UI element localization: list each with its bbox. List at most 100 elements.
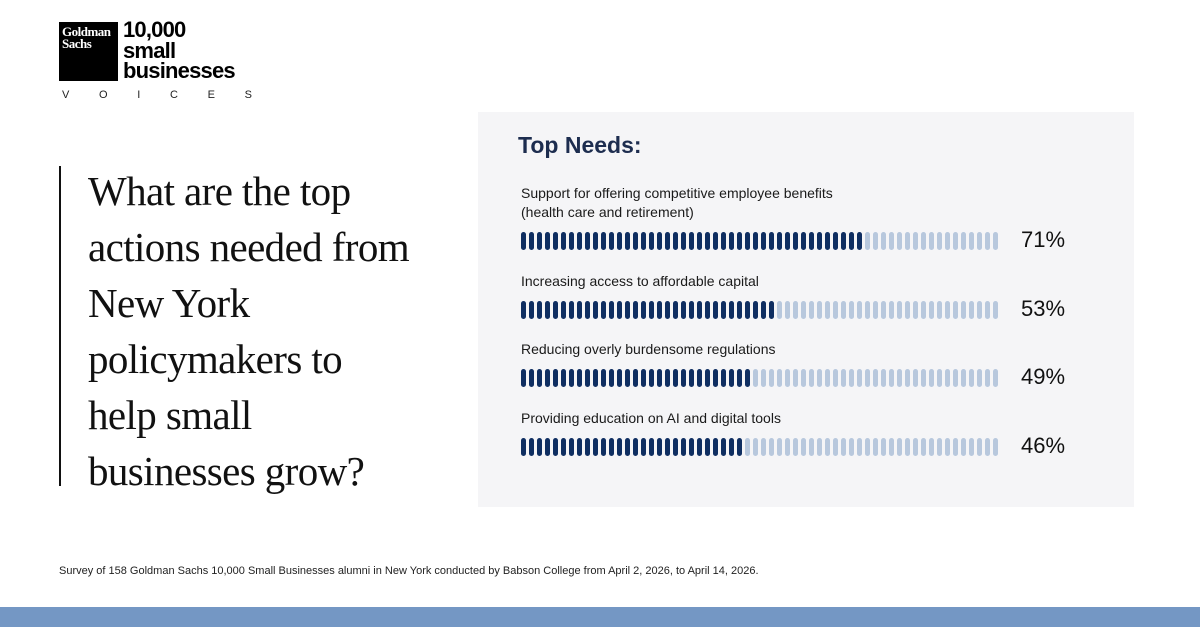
bar-segment-empty <box>841 369 846 387</box>
bar-segment-empty <box>953 438 958 456</box>
bar-segment-filled <box>817 232 822 250</box>
bar-segment-empty <box>793 369 798 387</box>
bar-segment-empty <box>921 369 926 387</box>
bar-segment-filled <box>625 369 630 387</box>
bar-segment-filled <box>633 301 638 319</box>
bar-segment-empty <box>929 301 934 319</box>
bar-segment-filled <box>745 301 750 319</box>
bar-segment-filled <box>705 369 710 387</box>
bar-segment-empty <box>961 232 966 250</box>
bar-segment-filled <box>593 232 598 250</box>
bar-segment-empty <box>921 232 926 250</box>
need-label: Providing education on AI and digital to… <box>521 409 1121 428</box>
need-bar <box>521 438 998 456</box>
bar-segment-filled <box>697 438 702 456</box>
bar-segment-empty <box>929 369 934 387</box>
bar-segment-empty <box>977 438 982 456</box>
bar-segment-filled <box>641 369 646 387</box>
bar-segment-empty <box>841 301 846 319</box>
bar-segment-empty <box>753 369 758 387</box>
bar-segment-empty <box>889 232 894 250</box>
bar-segment-filled <box>673 232 678 250</box>
bar-segment-filled <box>689 369 694 387</box>
bar-segment-empty <box>777 301 782 319</box>
bar-segment-filled <box>625 301 630 319</box>
bar-segment-empty <box>857 369 862 387</box>
bar-segment-filled <box>777 232 782 250</box>
bar-segment-filled <box>609 232 614 250</box>
bar-segment-empty <box>945 438 950 456</box>
bar-segment-empty <box>817 301 822 319</box>
bar-segment-empty <box>809 369 814 387</box>
bar-segment-filled <box>609 438 614 456</box>
bar-segment-empty <box>785 369 790 387</box>
logo-box-line1: Goldman <box>62 24 111 39</box>
bar-segment-empty <box>801 369 806 387</box>
bar-segment-filled <box>529 369 534 387</box>
need-item: Reducing overly burdensome regulations 49… <box>521 340 1121 389</box>
bar-segment-filled <box>689 438 694 456</box>
bar-segment-filled <box>577 438 582 456</box>
bar-segment-empty <box>761 369 766 387</box>
bar-segment-filled <box>649 438 654 456</box>
bar-segment-empty <box>873 369 878 387</box>
bar-segment-empty <box>849 438 854 456</box>
bar-segment-filled <box>665 438 670 456</box>
bar-segment-filled <box>857 232 862 250</box>
bar-segment-empty <box>761 438 766 456</box>
bar-segment-filled <box>521 369 526 387</box>
need-label: Increasing access to affordable capital <box>521 272 1121 291</box>
bar-segment-empty <box>817 438 822 456</box>
bar-segment-empty <box>993 369 998 387</box>
bar-segment-filled <box>753 301 758 319</box>
bar-segment-filled <box>761 301 766 319</box>
voices-letter: O <box>99 89 108 101</box>
bar-segment-filled <box>729 369 734 387</box>
bar-segment-filled <box>633 232 638 250</box>
logo-box-line2: Sachs <box>62 36 92 51</box>
bar-segment-empty <box>977 232 982 250</box>
bar-segment-filled <box>737 369 742 387</box>
bar-segment-empty <box>881 438 886 456</box>
bar-segment-empty <box>961 438 966 456</box>
bar-segment-filled <box>841 232 846 250</box>
bar-segment-filled <box>697 301 702 319</box>
bar-segment-empty <box>969 232 974 250</box>
bar-segment-empty <box>985 438 990 456</box>
need-value-label: 53% <box>1021 296 1066 321</box>
bar-segment-filled <box>657 232 662 250</box>
bar-segment-empty <box>953 232 958 250</box>
bar-segment-empty <box>905 438 910 456</box>
bar-segment-empty <box>865 369 870 387</box>
need-value-label: 49% <box>1021 364 1066 389</box>
bar-segment-filled <box>521 301 526 319</box>
bar-segment-empty <box>969 301 974 319</box>
bar-segment-filled <box>585 301 590 319</box>
bar-segment-filled <box>529 232 534 250</box>
bar-segment-filled <box>529 301 534 319</box>
bar-segment-filled <box>553 369 558 387</box>
bar-segment-filled <box>849 232 854 250</box>
bar-segment-filled <box>593 369 598 387</box>
bar-segment-empty <box>897 301 902 319</box>
bar-segment-empty <box>905 369 910 387</box>
bar-segment-filled <box>713 369 718 387</box>
bar-segment-filled <box>529 438 534 456</box>
bar-segment-empty <box>881 232 886 250</box>
bar-segment-filled <box>713 438 718 456</box>
bar-segment-empty <box>777 369 782 387</box>
bar-segment-filled <box>577 301 582 319</box>
bar-segment-filled <box>561 232 566 250</box>
bar-segment-empty <box>833 369 838 387</box>
bar-segment-filled <box>665 301 670 319</box>
bar-segment-filled <box>729 301 734 319</box>
bar-segment-empty <box>961 369 966 387</box>
bar-segment-empty <box>937 232 942 250</box>
bar-segment-filled <box>577 232 582 250</box>
bar-segment-filled <box>569 301 574 319</box>
bar-segment-empty <box>961 301 966 319</box>
bar-segment-empty <box>905 301 910 319</box>
bar-segment-empty <box>809 301 814 319</box>
bar-segment-filled <box>593 438 598 456</box>
